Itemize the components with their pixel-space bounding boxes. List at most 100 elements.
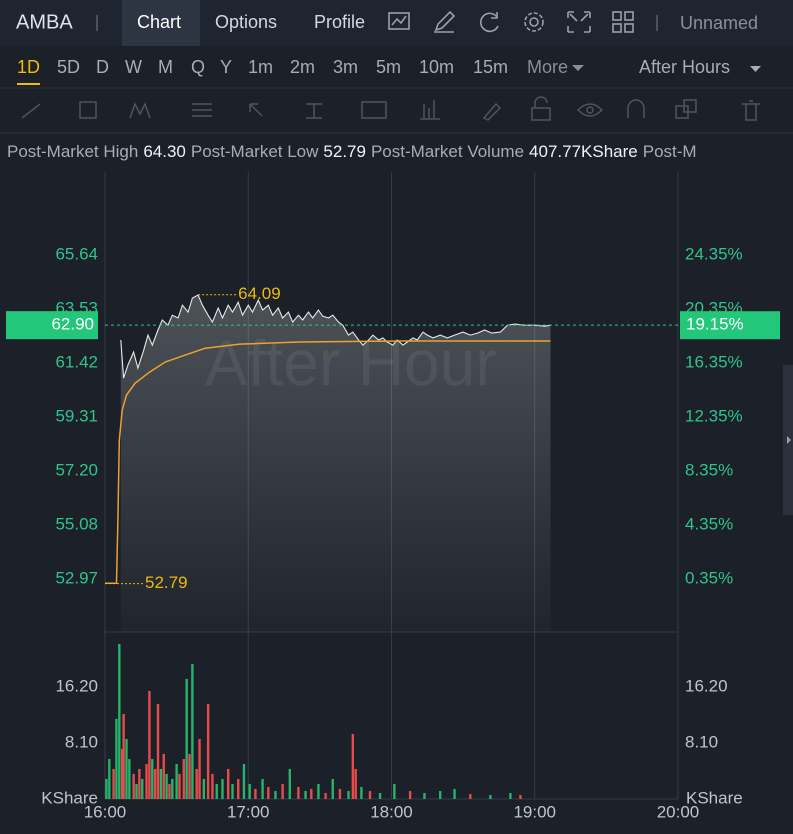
volume-tick-label: 8.10 (65, 732, 98, 751)
y-tick-label: 59.31 (55, 406, 98, 425)
volume-unit: KShare (41, 788, 98, 807)
y-tick-label: 61.42 (55, 352, 98, 371)
interval[interactable]: 10m (419, 57, 454, 77)
interval[interactable]: 15m (473, 57, 508, 77)
series-line (105, 340, 551, 584)
volume-bar (489, 794, 492, 799)
stat-label: Post-Market High (7, 142, 138, 161)
volume-bar (151, 759, 154, 799)
volume-bar (248, 783, 251, 799)
interval[interactable]: 5m (376, 57, 401, 77)
price-area (120, 295, 551, 632)
layout-name[interactable]: Unnamed (680, 13, 758, 33)
volume-bar (368, 790, 372, 799)
y-tick-label: 57.20 (55, 460, 98, 479)
interval[interactable]: 2m (290, 57, 315, 77)
top-bar (0, 0, 793, 46)
x-tick-label: 18:00 (370, 802, 413, 821)
volume-bar (185, 678, 188, 799)
stat-label: Post-Market Volume (371, 142, 524, 161)
volume-bar (148, 690, 151, 799)
stat-value: 407.77KShare (529, 142, 638, 161)
volume-bar (261, 779, 264, 799)
tab[interactable]: Options (215, 12, 277, 32)
volume-tick-label: 16.20 (55, 676, 98, 695)
x-tick-label: 16:00 (84, 802, 127, 821)
y2-tick-label: 4.35% (685, 514, 733, 533)
interval[interactable]: 5D (57, 57, 80, 77)
y-tick-label: 52.97 (55, 569, 98, 588)
volume-bar (178, 773, 181, 799)
volume-bar (226, 768, 230, 799)
volume-bar (519, 794, 522, 799)
volume-bar (393, 783, 396, 799)
volume-bar (453, 788, 456, 799)
volume-tick-label: 16.20 (685, 676, 728, 695)
interval[interactable]: M (158, 57, 173, 77)
volume-bar (288, 768, 291, 799)
tab[interactable]: Profile (314, 12, 365, 32)
volume-bar (141, 779, 144, 799)
tab[interactable]: Chart (137, 12, 181, 32)
volume-bar (128, 759, 131, 799)
volume-bar (310, 788, 313, 799)
last-price-box (6, 311, 98, 340)
stats-row: Post-Market High 64.30 Post-Market Low 52.7… (7, 142, 697, 161)
x-tick-label: 19:00 (513, 802, 556, 821)
interval[interactable]: W (125, 57, 142, 77)
symbol[interactable]: AMBA (16, 11, 73, 33)
volume-bar (198, 738, 201, 799)
top-icons[interactable] (388, 10, 634, 33)
y2-tick-label: 16.35% (685, 352, 743, 371)
interval[interactable]: 3m (333, 57, 358, 77)
volume-bar (153, 768, 157, 799)
volume-bar (221, 779, 224, 799)
volume-bar (360, 786, 363, 799)
volume-bar (122, 713, 125, 799)
volume-bar (202, 779, 206, 799)
y2-tick-label: 8.35% (685, 460, 733, 479)
volume-bar (159, 768, 163, 799)
y-tick-label: 65.64 (55, 245, 98, 264)
interval[interactable]: Y (220, 57, 232, 77)
dropdown-arrow (572, 65, 584, 71)
volume-unit: KShare (686, 788, 743, 807)
y2-tick-label: 24.35% (685, 244, 743, 263)
volume-bar (120, 748, 124, 799)
volume-bar (112, 768, 115, 799)
volume-bar (378, 792, 382, 799)
drawing-tools[interactable] (21, 96, 760, 121)
interval[interactable]: 1m (248, 57, 273, 77)
volume-bar (242, 763, 246, 799)
volume-bar (125, 738, 128, 799)
volume-bar (281, 783, 284, 799)
volume-bar (188, 753, 191, 799)
active-tab-bg (122, 0, 200, 46)
volume-bar (351, 733, 355, 799)
more-intervals[interactable]: More (527, 57, 568, 77)
y2-tick-label: 0.35% (685, 568, 733, 587)
volume-bar (162, 753, 165, 799)
volume-bar (509, 792, 512, 799)
x-tick-label: 20:00 (657, 802, 700, 821)
volume-bar (215, 783, 218, 799)
interval[interactable]: Q (191, 57, 205, 77)
volume-bar (108, 759, 111, 799)
last-price-label: 62.90 (51, 315, 94, 334)
volume-bar (138, 768, 141, 799)
stat-value: 52.79 (323, 142, 366, 161)
volume-bar (297, 786, 300, 799)
session-select[interactable]: After Hours (639, 57, 730, 77)
low-annotation: 52.79 (145, 573, 188, 592)
volume-bar (331, 779, 334, 799)
stat-label: Post-Market Low (191, 142, 319, 161)
volume-bar (182, 759, 185, 799)
volume-tick-label: 8.10 (685, 732, 718, 751)
volume-bar (191, 663, 194, 799)
volume-bar (439, 790, 442, 799)
last-change-label: 19.15% (686, 315, 744, 334)
interval[interactable]: D (96, 57, 109, 77)
interval[interactable]: 1D (17, 57, 40, 77)
